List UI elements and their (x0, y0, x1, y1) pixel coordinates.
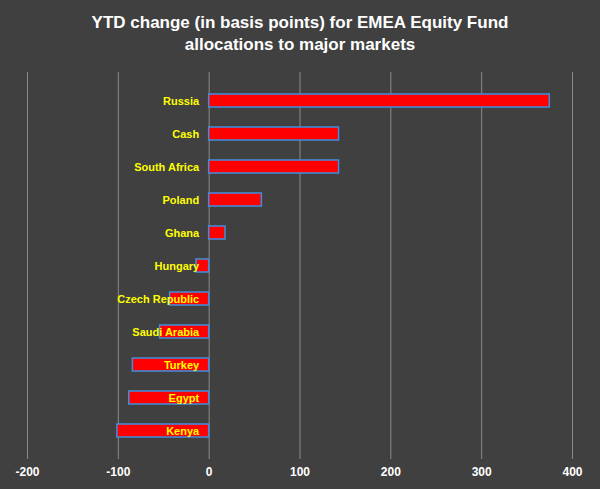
svg-text:-100: -100 (106, 465, 130, 479)
svg-text:100: 100 (290, 465, 310, 479)
svg-text:Kenya: Kenya (166, 425, 200, 437)
svg-text:Czech Republic: Czech Republic (117, 293, 199, 305)
svg-text:0: 0 (206, 465, 213, 479)
svg-text:Cash: Cash (172, 128, 199, 140)
svg-text:Poland: Poland (162, 194, 199, 206)
svg-text:300: 300 (472, 465, 492, 479)
svg-text:Saudi Arabia: Saudi Arabia (132, 326, 200, 338)
svg-text:400: 400 (562, 465, 582, 479)
html-text:YTD change (in basis points) f: YTD change (in basis points) for EMEA Eq… (91, 13, 509, 54)
svg-text:Hungary: Hungary (155, 260, 201, 272)
svg-text:-200: -200 (15, 465, 39, 479)
svg-text:South Africa: South Africa (134, 161, 200, 173)
svg-text:Russia: Russia (163, 95, 200, 107)
svg-text:Turkey: Turkey (164, 359, 200, 371)
svg-text:200: 200 (381, 465, 401, 479)
svg-text:Ghana: Ghana (165, 227, 200, 239)
svg-text:Egypt: Egypt (169, 392, 200, 404)
